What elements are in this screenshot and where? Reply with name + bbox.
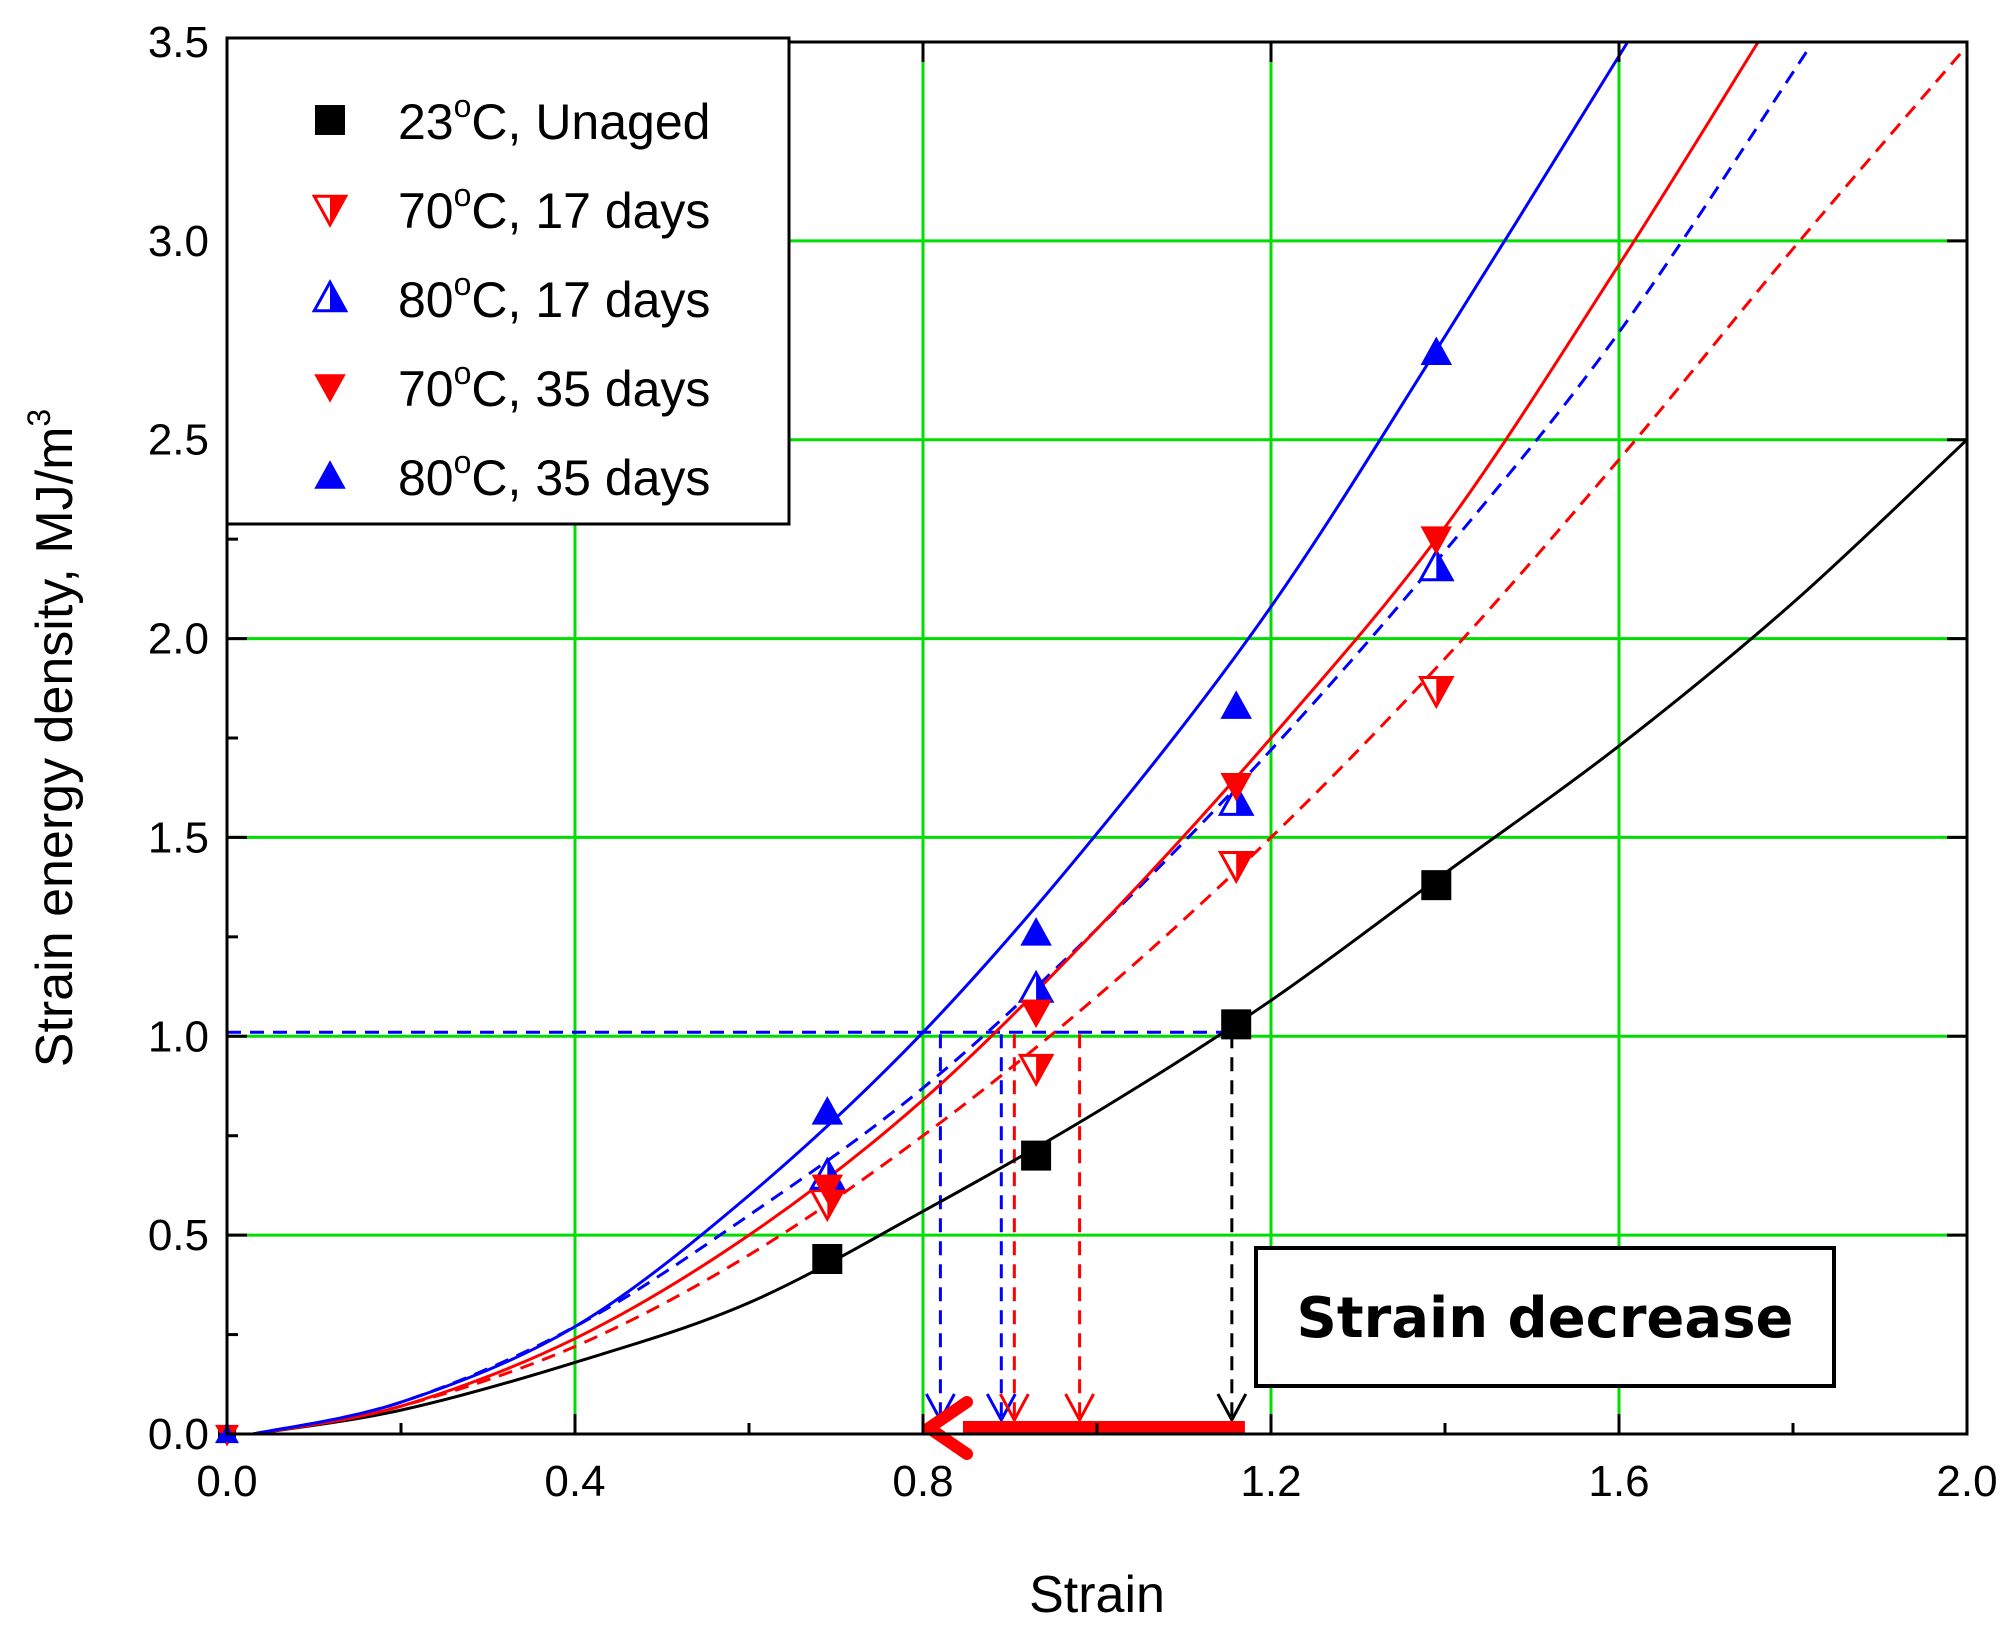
y-axis-title: Strain energy density, MJ/m3 bbox=[21, 409, 84, 1067]
legend-marker-1 bbox=[311, 194, 349, 228]
legend-entry-2: 80oC, 17 days bbox=[398, 266, 710, 328]
legend-degree: o bbox=[454, 444, 472, 480]
data-point-s4-p4 bbox=[1420, 336, 1453, 365]
legend-temp: 23 bbox=[398, 94, 454, 150]
x-tick-labels: 0.0 0.4 0.8 1.2 1.6 2.0 bbox=[196, 1457, 1997, 1506]
legend-degree: o bbox=[454, 266, 472, 302]
legend-condition: C, 17 days bbox=[471, 272, 710, 328]
legend-condition: C, 35 days bbox=[471, 361, 710, 417]
fit-curve-4 bbox=[252, 42, 1629, 1434]
y-tick-label: 3.0 bbox=[148, 217, 209, 266]
legend-entry-1: 70oC, 17 days bbox=[398, 177, 710, 239]
annotation-box bbox=[1254, 1246, 1836, 1388]
legend-degree: o bbox=[454, 355, 472, 391]
legend-temp: 70 bbox=[398, 183, 454, 239]
fit-curve-1 bbox=[252, 45, 1967, 1434]
y-tick-label: 0.5 bbox=[148, 1211, 209, 1260]
x-tick-label: 1.6 bbox=[1588, 1457, 1649, 1506]
data-point-s4-p3 bbox=[1220, 690, 1252, 719]
legend-entry-3: 70oC, 35 days bbox=[398, 355, 710, 417]
data-points bbox=[215, 336, 1455, 1447]
data-point-s0-p1 bbox=[812, 1244, 843, 1275]
legend-temp: 70 bbox=[398, 361, 454, 417]
x-tick-label: 0.8 bbox=[892, 1457, 953, 1506]
data-point-s3-p3 bbox=[1220, 772, 1252, 802]
guide-arrowhead bbox=[1064, 1393, 1095, 1424]
y-axis-title-main: Strain energy density, MJ/m bbox=[26, 427, 84, 1068]
y-tick-label: 2.0 bbox=[148, 615, 209, 664]
guide-arrowhead bbox=[985, 1393, 1017, 1424]
legend-entry-0: 23oC, Unaged bbox=[398, 88, 710, 150]
data-point-s1-p2 bbox=[1017, 1053, 1055, 1087]
x-tick-label: 1.2 bbox=[1240, 1457, 1301, 1506]
arrow-head bbox=[923, 1396, 973, 1460]
y-tick-label: 3.5 bbox=[148, 18, 209, 67]
legend-degree: o bbox=[454, 88, 472, 124]
strain-decrease-annotation: Strain decrease bbox=[1254, 1246, 1836, 1388]
legend-degree: o bbox=[454, 177, 472, 213]
fit-curves bbox=[252, 42, 1967, 1434]
legend-marker-3 bbox=[314, 374, 346, 403]
x-tick-label: 0.4 bbox=[544, 1457, 605, 1506]
legend-marker-0 bbox=[315, 105, 345, 135]
legend-marker-4 bbox=[314, 460, 346, 489]
y-tick-label: 0.0 bbox=[148, 1410, 209, 1459]
data-point-s3-p1 bbox=[811, 1174, 844, 1204]
legend-condition: C, 35 days bbox=[471, 450, 710, 506]
y-tick-labels: 0.0 0.5 1.0 1.5 2.0 2.5 3.0 3.5 bbox=[148, 18, 209, 1459]
fit-curve-0 bbox=[252, 438, 1967, 1434]
data-point-s0-p2 bbox=[1021, 1140, 1052, 1171]
y-axis-title-superscript: 3 bbox=[21, 409, 57, 427]
strain-decrease-arrow bbox=[923, 1396, 1245, 1460]
data-point-s3-p4 bbox=[1420, 526, 1453, 555]
x-tick-label: 2.0 bbox=[1936, 1457, 1997, 1506]
y-tick-label: 1.0 bbox=[148, 1012, 209, 1061]
data-point-s0-p3 bbox=[1221, 1009, 1252, 1040]
guide-arrowhead bbox=[999, 1393, 1030, 1424]
fit-curve-3 bbox=[252, 42, 1760, 1434]
x-axis-title: Strain bbox=[1029, 1566, 1165, 1624]
data-point-s2-p4 bbox=[1418, 548, 1455, 582]
annotation-text: Strain decrease bbox=[1296, 1286, 1793, 1351]
guide-arrowhead bbox=[1216, 1393, 1248, 1424]
data-point-s1-p3 bbox=[1217, 851, 1255, 885]
data-point-s4-p1 bbox=[811, 1096, 844, 1125]
y-tick-label: 1.5 bbox=[148, 813, 209, 862]
data-point-s1-p4 bbox=[1418, 676, 1455, 710]
legend-temp: 80 bbox=[398, 272, 454, 328]
guide-lines bbox=[227, 1030, 1248, 1424]
legend-condition: C, Unaged bbox=[471, 94, 710, 150]
data-point-s0-p4 bbox=[1421, 870, 1452, 901]
x-tick-label: 0.0 bbox=[196, 1457, 257, 1506]
y-tick-label: 2.5 bbox=[148, 416, 209, 465]
legend-condition: C, 17 days bbox=[471, 183, 710, 239]
legend-temp: 80 bbox=[398, 450, 454, 506]
legend-marker-2 bbox=[311, 279, 349, 313]
legend-entry-4: 80oC, 35 days bbox=[398, 444, 710, 506]
data-point-s3-p2 bbox=[1020, 999, 1052, 1029]
data-point-s4-p2 bbox=[1020, 917, 1052, 946]
